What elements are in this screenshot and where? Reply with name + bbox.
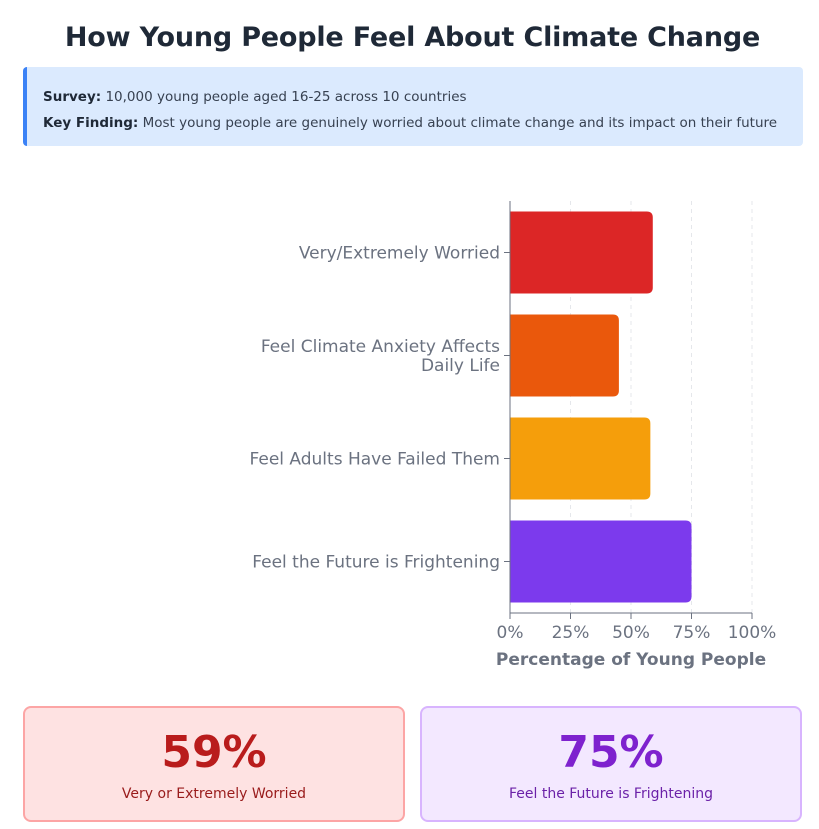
key-finding-label: Key Finding: [43, 115, 139, 131]
stat-value-frightening: 75% [558, 727, 664, 778]
stat-card-frightening: 75% Feel the Future is Frightening [420, 706, 802, 822]
survey-line: Survey: 10,000 young people aged 16-25 a… [43, 84, 803, 110]
x-tick-label: 0% [497, 623, 524, 643]
stat-value-worried: 59% [161, 727, 267, 778]
survey-text: 10,000 young people aged 16-25 across 10… [105, 89, 467, 105]
bar-4 [510, 520, 692, 603]
survey-label: Survey: [43, 89, 102, 105]
stat-label-frightening: Feel the Future is Frightening [508, 786, 713, 802]
x-tick-label: 25% [552, 623, 590, 643]
page-title: How Young People Feel About Climate Chan… [64, 22, 761, 53]
bar-2 [510, 314, 619, 397]
x-tick-label: 50% [612, 623, 650, 643]
bar-3 [510, 417, 651, 500]
key-finding-text: Most young people are genuinely worried … [142, 115, 778, 131]
y-tick-label: Feel Adults Have Failed Them [250, 450, 500, 470]
key-finding-line: Key Finding: Most young people are genui… [43, 110, 803, 136]
survey-info-box: Survey: 10,000 young people aged 16-25 a… [23, 67, 803, 146]
y-tick-label: Feel Climate Anxiety Affects Daily Life [261, 337, 500, 376]
x-tick-label: 75% [673, 623, 711, 643]
stat-card-worried: 59% Very or Extremely Worried [23, 706, 405, 822]
bar-1 [510, 211, 653, 294]
bar-chart: Very/Extremely Worried Feel Climate Anxie… [250, 201, 777, 670]
stat-label-worried: Very or Extremely Worried [121, 786, 307, 802]
x-axis-title: Percentage of Young People [496, 650, 766, 670]
y-tick-label: Very/Extremely Worried [299, 244, 500, 264]
y-tick-label: Feel the Future is Frightening [252, 553, 500, 573]
x-tick-label: 100% [728, 623, 777, 643]
